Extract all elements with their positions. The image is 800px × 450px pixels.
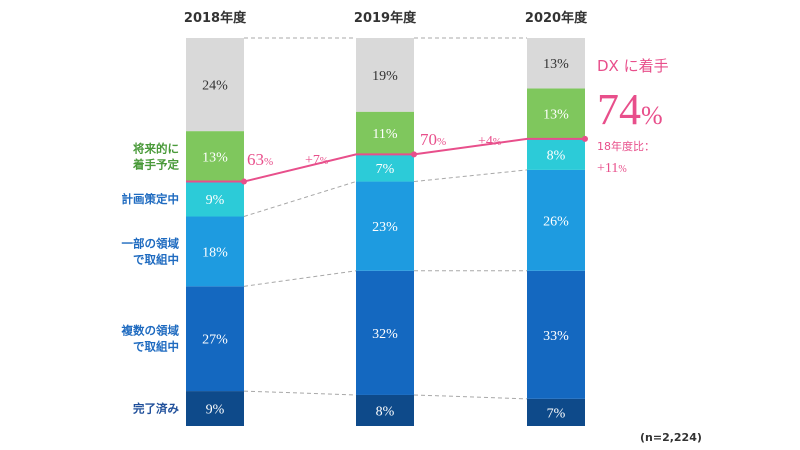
year-label: 2018年度	[184, 10, 247, 26]
category-label: で取組中	[133, 252, 179, 266]
comparison-value: +11%	[597, 161, 627, 176]
year-label: 2020年度	[525, 10, 588, 26]
bar-segment	[356, 111, 414, 155]
bar-value-label: 24%	[202, 79, 228, 94]
bar-segment	[356, 154, 414, 182]
dx-label: +7%	[305, 153, 328, 168]
connector-line	[413, 169, 528, 183]
dx-point	[411, 151, 417, 158]
sample-size-note: (n=2,224)	[640, 431, 702, 444]
bar-segment	[527, 38, 585, 89]
dx-trend-line	[186, 137, 585, 183]
bar-value-label: 8%	[547, 148, 566, 163]
connector-line	[243, 270, 357, 287]
bar-value-label: 13%	[543, 108, 569, 123]
dx-title: DX に着手	[597, 57, 669, 75]
bar-segment	[356, 270, 414, 395]
bar-segment	[527, 270, 585, 399]
bar-segment	[186, 391, 244, 426]
bar-segment	[186, 131, 244, 182]
dx-label: +4%	[478, 134, 501, 149]
bar-value-label: 26%	[543, 214, 569, 229]
bar-segment	[356, 394, 414, 426]
bar-value-label: 7%	[376, 162, 395, 177]
category-label: 将来的に	[133, 141, 179, 155]
bar-value-label: 33%	[543, 329, 569, 344]
category-label: 計画策定中	[122, 192, 180, 206]
bar-segment	[356, 38, 414, 112]
dx-point	[241, 178, 247, 185]
bar-value-label: 19%	[372, 69, 398, 84]
category-label: 複数の領域	[121, 324, 180, 338]
bar-value-label: 11%	[372, 127, 397, 142]
dx-point	[582, 135, 588, 142]
bar-segment	[186, 38, 244, 132]
category-label: 一部の領域	[122, 236, 180, 250]
dx-value: 74%	[597, 85, 663, 134]
bar-segment	[527, 88, 585, 139]
connector-line	[243, 181, 357, 217]
category-label: で取組中	[133, 340, 179, 354]
bar-value-label: 13%	[543, 57, 569, 72]
category-label: 完了済み	[133, 402, 179, 416]
comparison-label: 18年度比：	[597, 139, 655, 153]
bar-value-label: 23%	[372, 220, 398, 235]
year-labels: 2018年度 2019年度 2020年度	[184, 10, 588, 26]
bar-value-label: 9%	[206, 193, 225, 208]
bar-value-label: 7%	[547, 406, 566, 421]
bar-segment	[356, 181, 414, 271]
bar-value-label: 18%	[202, 245, 228, 260]
bar-stacks: 9% 27% 18% 9% 13% 24% 8% 32% 23% 7% 11% 19% 7% 33% 26%…	[186, 38, 585, 426]
bar-value-label: 27%	[202, 333, 228, 348]
bar-value-label: 32%	[372, 327, 398, 342]
connector-line	[413, 394, 528, 400]
dx-label: 63%	[247, 150, 273, 169]
bar-value-label: 9%	[206, 403, 225, 418]
bar-value-label: 8%	[376, 404, 395, 419]
year-label: 2019年度	[354, 10, 417, 26]
bar-segment	[527, 398, 585, 426]
bar-segment	[527, 138, 585, 170]
bar-segment	[186, 286, 244, 392]
connector-line	[243, 390, 357, 396]
dx-label: 70%	[420, 130, 446, 149]
category-label: 着手予定	[132, 157, 179, 171]
bar-segment	[527, 169, 585, 271]
bar-value-label: 13%	[202, 150, 228, 165]
bar-segment	[186, 216, 244, 287]
bar-segment	[186, 181, 244, 217]
dx-line: 63% 70% +7% +4%	[186, 130, 588, 185]
